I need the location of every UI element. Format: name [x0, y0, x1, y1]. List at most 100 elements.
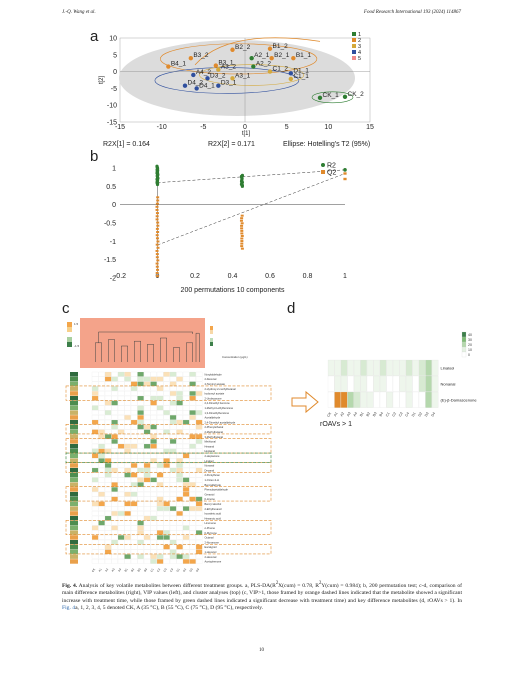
metabolite-label: 1-Methyl-3-ethylbenzene: [205, 406, 234, 410]
journal-citation: Food Research International 193 (2024) 1…: [363, 10, 461, 15]
heatmap-cell: [98, 371, 105, 377]
point-label: D1_1: [293, 67, 309, 74]
heatmap-cell: [195, 487, 203, 492]
heatmap-cell: [156, 458, 164, 463]
rOAV-cell: [347, 359, 354, 376]
heatmap-cell: [143, 386, 151, 391]
heatmap-cell: [98, 544, 105, 550]
perm-point-q2: [240, 240, 244, 243]
heatmap-cell: [111, 467, 118, 473]
score-point: [267, 69, 273, 74]
heatmap-cell: [111, 544, 118, 550]
score-point: [194, 86, 199, 91]
heatmap-cell: [124, 539, 131, 545]
x-tick-label: -15: [115, 124, 125, 131]
heatmap-cell: [137, 415, 144, 420]
heatmap-cell: [150, 482, 157, 487]
heatmap-cell: [195, 539, 203, 545]
heatmap-cell: [169, 419, 177, 425]
rOAV-cell: [360, 391, 367, 408]
perm-point-q2: [239, 219, 243, 222]
heatmap-cell: [124, 405, 131, 411]
heatmap-cell: [195, 477, 203, 483]
sample-label: B2: [366, 411, 372, 417]
heatmap-cell: [111, 501, 118, 507]
point-label: B2_1: [274, 52, 290, 59]
heatmap-cell: [124, 506, 131, 511]
heatmap-cell: [150, 410, 157, 415]
heatmap-cell: [182, 539, 190, 545]
figure-link[interactable]: Fig. 4: [62, 605, 76, 612]
heatmap-cell: [143, 554, 151, 559]
heatmap-cell: [195, 530, 203, 535]
heatmap-cell: [195, 472, 203, 478]
heatmap-cell: [176, 506, 183, 511]
metabolite-label: Phenylacetaldehyde: [205, 488, 229, 492]
heatmap-cell: [176, 405, 183, 411]
heatmap-cell: [156, 410, 164, 415]
heatmap-cell: [182, 549, 190, 555]
heatmap-cell: [130, 554, 138, 559]
metabolite-label: 2-Undecanone: [205, 396, 223, 400]
vip-cell: [70, 540, 78, 545]
heatmap-cell: [182, 520, 190, 526]
heatmap-cell: [182, 472, 190, 478]
sample-label: D1: [175, 567, 180, 572]
heatmap-cell: [176, 439, 183, 444]
rOAV-cell: [360, 375, 367, 392]
heatmap-cell: [117, 424, 125, 430]
caption-part-3: Y(cum) = 0.984); b, 200 permutation test…: [62, 582, 463, 604]
heatmap-cell: [124, 501, 131, 507]
panel-letter-b: b: [90, 148, 99, 165]
heatmap-cell: [104, 482, 112, 487]
heatmap-cell: [150, 453, 157, 459]
metabolite-label: Acetaldehyde: [205, 416, 221, 420]
heatmap-cell: [137, 515, 144, 521]
heatmap-cell: [91, 559, 99, 564]
heatmap-cell: [156, 520, 164, 526]
heatmap-cell: [195, 511, 203, 516]
heatmap-cell: [91, 410, 99, 415]
score-point: [317, 95, 323, 101]
heatmap-cell: [130, 539, 138, 545]
vip-cell: [70, 496, 78, 502]
heatmap-cell: [111, 549, 118, 555]
heatmap-cell: [182, 376, 190, 382]
heatmap-cell: [104, 544, 112, 550]
heatmap-cell: [176, 386, 183, 391]
sample-label: A4: [353, 411, 359, 417]
heatmap-cell: [117, 463, 125, 468]
heatmap-cell: [91, 496, 99, 502]
rOAV-cell: [366, 375, 374, 392]
x-tick-label: 0.2: [190, 273, 200, 280]
heatmap-cell: [111, 539, 118, 545]
heatmap-cell: [182, 530, 190, 535]
heatmap-cell: [117, 371, 125, 377]
sample-label: CK: [326, 411, 332, 418]
rOAV-cell: [405, 375, 413, 392]
heatmap-cell: [169, 381, 177, 387]
superscript: 2: [318, 581, 322, 586]
heatmap-cell: [98, 496, 105, 502]
heatmap-cell: [150, 381, 157, 387]
heatmap-cell: [195, 371, 203, 377]
sample-label: D2: [182, 567, 187, 572]
heatmap-cell: [111, 410, 118, 415]
conc-colorbar-step: [210, 338, 213, 342]
heatmap-cell: [130, 381, 138, 387]
heatmap-cell: [98, 487, 105, 492]
vip-cell: [70, 396, 78, 401]
heatmap-cell: [195, 391, 203, 396]
heatmap-cell: [124, 554, 131, 559]
point-label: A3_1: [235, 72, 251, 79]
point-label: CK_1: [323, 92, 340, 99]
perm-point-r2: [155, 164, 159, 168]
sample-label: B2: [130, 567, 135, 572]
metabolite-label: Linalool: [205, 459, 214, 463]
vip-cell: [70, 448, 78, 454]
vip-heatmap-panel: 1.5 -1.5 Concentration (μg/L) Nonylaldehy…: [65, 318, 272, 573]
heatmap-cell: [111, 439, 118, 444]
heatmap-cell: [169, 439, 177, 444]
trend-frame: [65, 452, 272, 464]
concentration-label: Concentration (μg/L): [222, 355, 248, 359]
